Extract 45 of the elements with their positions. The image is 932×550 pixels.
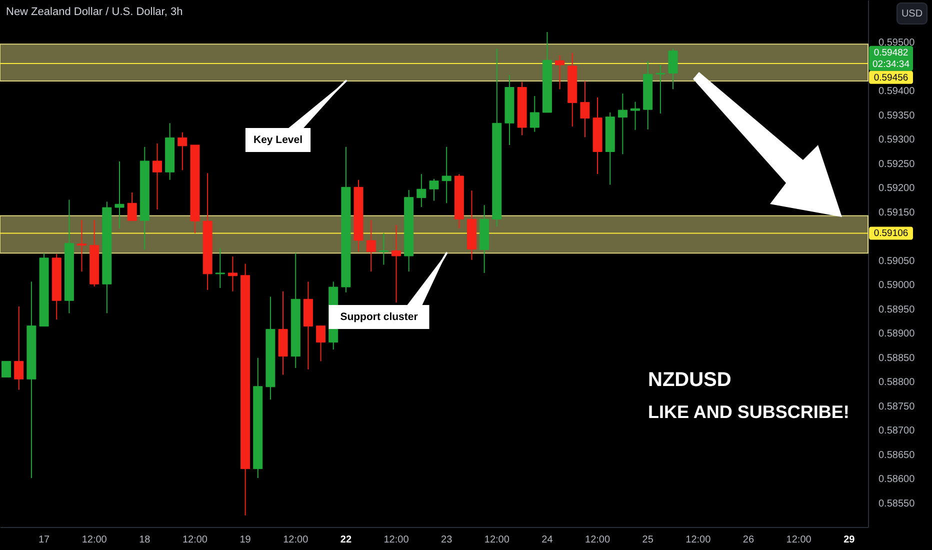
x-tick-label: 24 [542, 534, 554, 546]
y-tick-label: 0.58750 [878, 401, 916, 412]
x-tick-label: 12:00 [484, 534, 510, 546]
annotation: Key Level [253, 134, 303, 146]
x-tick-label: 22 [340, 534, 352, 546]
ref-line-label: 0.59106 [874, 228, 908, 240]
x-tick-label: 17 [38, 534, 50, 546]
y-axis-title: USD [901, 8, 923, 20]
annotation: LIKE AND SUBSCRIBE! [648, 402, 850, 422]
ref-line-label: 0.59456 [874, 72, 908, 84]
y-tick-label: 0.58850 [878, 352, 916, 364]
x-tick-label: 12:00 [384, 534, 410, 546]
text: 0.59482 [874, 47, 908, 58]
y-tick-label: 0.58550 [878, 498, 916, 510]
x-tick-label: 12:00 [182, 534, 208, 546]
y-tick-label: 0.59500 [878, 38, 916, 49]
y-tick-label: 0.59000 [878, 280, 916, 292]
y-tick-label: 0.59350 [878, 110, 916, 122]
x-tick-label: 25 [642, 534, 654, 546]
x-tick-label: 12:00 [786, 534, 812, 546]
x-tick-label: 12:00 [585, 534, 610, 546]
x-tick-label: 19 [240, 534, 252, 546]
x-tick-label: 18 [139, 534, 151, 546]
annotation: Support cluster [340, 311, 418, 323]
x-tick-label: 12:00 [686, 534, 712, 546]
y-tick-label: 0.59150 [878, 207, 916, 218]
y-tick-label: 0.59050 [878, 256, 916, 267]
x-tick-label: 12:00 [82, 534, 108, 546]
x-tick-label: 23 [441, 534, 453, 546]
y-tick-label: 0.58900 [878, 328, 916, 340]
y-tick-label: 0.59400 [878, 86, 916, 98]
y-tick-label: 0.59300 [878, 134, 916, 146]
x-tick-label: 29 [844, 534, 856, 546]
text: New Zealand Dollar / U.S. Dollar, 3h [6, 6, 183, 18]
annotation: NZDUSD [648, 369, 732, 391]
y-tick-label: 0.58600 [878, 474, 916, 486]
y-tick-label: 0.58950 [878, 304, 916, 316]
y-tick-label: 0.59200 [878, 183, 916, 194]
x-tick-label: 26 [742, 534, 754, 546]
x-tick-label: 12:00 [283, 534, 309, 546]
y-tick-label: 0.58800 [878, 377, 916, 388]
y-tick-label: 0.58700 [878, 426, 916, 437]
text: 02:34:34 [872, 58, 910, 70]
y-tick-label: 0.58650 [878, 450, 916, 461]
y-tick-label: 0.59250 [878, 158, 916, 170]
